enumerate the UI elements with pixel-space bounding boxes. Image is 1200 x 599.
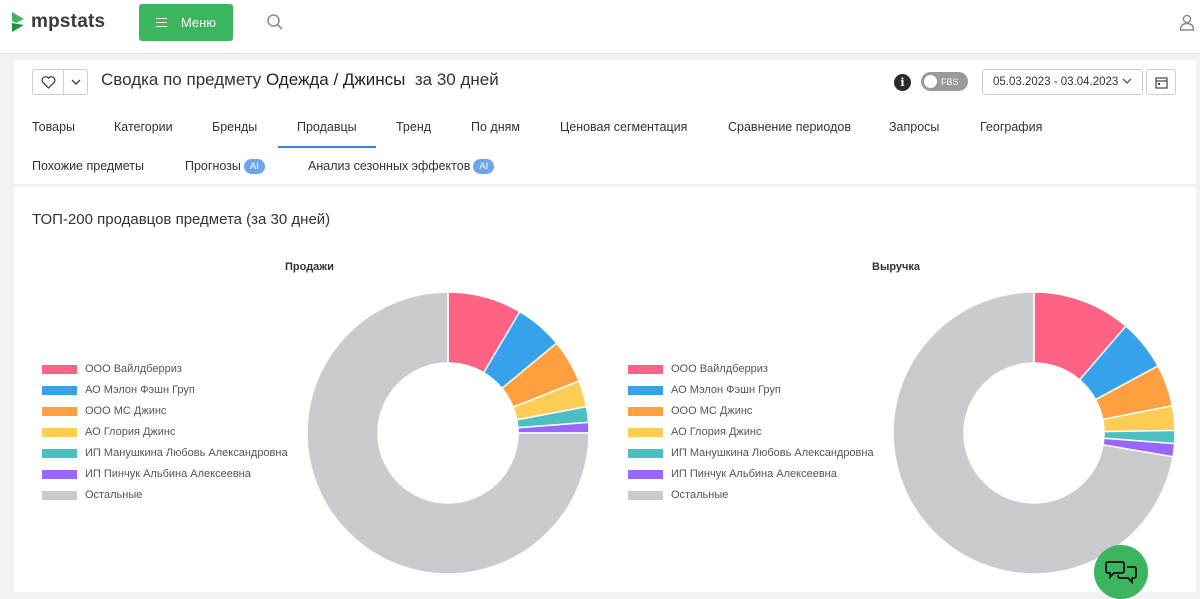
legend-item[interactable]: Остальные [628, 488, 728, 502]
legend-label: ИП Пинчук Альбина Алексеевна [671, 468, 837, 480]
donut-chart-revenue [892, 291, 1176, 575]
tab-seasonal-analysis-label: Анализ сезонных эффектов [308, 159, 471, 173]
subject-header-panel: Сводка по предмету Одежда / Джинсы за 30… [14, 60, 1196, 184]
favorite-button[interactable] [33, 70, 64, 94]
favorite-control [32, 69, 88, 95]
logo-text: mpstats [31, 11, 106, 32]
legend-label: ИП Манушкина Любовь Александровна [671, 447, 874, 459]
legend-item[interactable]: АО Глория Джинс [42, 425, 176, 439]
legend-swatch [628, 427, 663, 437]
toggle-knob [924, 75, 937, 88]
legend-label: АО Глория Джинс [671, 426, 762, 438]
legend-swatch [42, 406, 77, 416]
legend-label: ООО МС Джинс [85, 405, 167, 417]
chat-icon [1105, 561, 1137, 585]
legend-item[interactable]: АО Мэлон Фэшн Груп [42, 383, 195, 397]
legend-swatch [628, 490, 663, 500]
legend-item[interactable]: АО Мэлон Фэшн Груп [628, 383, 781, 397]
legend-label: ИП Манушкина Любовь Александровна [85, 447, 288, 459]
legend-label: ООО Вайлдберриз [85, 363, 182, 375]
tab-by-days[interactable]: По дням [471, 120, 520, 134]
pie-slice[interactable] [306, 291, 590, 575]
page-title: Сводка по предмету Одежда / Джинсы за 30… [101, 70, 499, 90]
legend-item[interactable]: АО Глория Джинс [628, 425, 762, 439]
tab-sellers[interactable]: Продавцы [297, 120, 357, 134]
legend-label: ООО МС Джинс [671, 405, 753, 417]
tab-brands[interactable]: Бренды [212, 120, 258, 134]
legend-item[interactable]: ИП Манушкина Любовь Александровна [42, 446, 288, 460]
logo[interactable]: mpstats [12, 11, 105, 33]
title-prefix: Сводка по предмету [101, 70, 262, 89]
sellers-content: ТОП-200 продавцов предмета (за 30 дней) … [14, 187, 1196, 592]
title-period: за 30 дней [414, 70, 499, 89]
tab-seasonal-analysis[interactable]: Анализ сезонных эффектов AI [308, 159, 495, 174]
heart-icon [41, 75, 55, 89]
legend-label: Остальные [671, 489, 729, 501]
tab-geography[interactable]: География [980, 120, 1043, 134]
ai-badge: AI [473, 159, 495, 174]
chart-title-sales: Продажи [285, 261, 334, 273]
tab-categories[interactable]: Категории [114, 120, 173, 134]
legend-swatch [42, 427, 77, 437]
menu-button[interactable]: Меню [139, 4, 233, 41]
calendar-button[interactable] [1146, 69, 1176, 95]
menu-label: Меню [180, 15, 217, 30]
chevron-down-icon [71, 79, 80, 85]
chart-title-revenue: Выручка [872, 261, 921, 273]
logo-icon [12, 12, 24, 32]
chat-button[interactable] [1094, 545, 1148, 599]
legend-swatch [628, 469, 663, 479]
legend-label: АО Мэлон Фэшн Груп [671, 384, 781, 396]
legend-item[interactable]: ООО Вайлдберриз [42, 362, 182, 376]
tab-price-segmentation[interactable]: Ценовая сегментация [560, 120, 688, 134]
info-icon[interactable]: i [894, 74, 911, 91]
pie-slice[interactable] [892, 291, 1174, 575]
legend-item[interactable]: ООО Вайлдберриз [628, 362, 768, 376]
legend-swatch [628, 406, 663, 416]
date-range-select[interactable]: 05.03.2023 - 03.04.2023 [982, 69, 1143, 95]
tab-products[interactable]: Товары [32, 120, 75, 134]
user-icon[interactable] [1178, 13, 1196, 31]
legend-label: Остальные [85, 489, 143, 501]
tab-forecasts[interactable]: Прогнозы AI [185, 159, 265, 174]
legend-swatch [628, 364, 663, 374]
legend-swatch [628, 448, 663, 458]
tab-forecasts-label: Прогнозы [185, 159, 241, 173]
chevron-down-icon [1122, 78, 1132, 84]
ai-badge: AI [243, 159, 265, 174]
legend-item[interactable]: ООО МС Джинс [42, 404, 166, 418]
legend-swatch [42, 448, 77, 458]
tab-period-comparison[interactable]: Сравнение периодов [728, 120, 851, 134]
legend-swatch [42, 364, 77, 374]
legend-label: ИП Пинчук Альбина Алексеевна [85, 468, 251, 480]
date-range-value: 05.03.2023 - 03.04.2023 [993, 76, 1119, 88]
donut-chart-sales [306, 291, 590, 575]
legend-swatch [42, 490, 77, 500]
active-tab-indicator [278, 146, 376, 148]
fbs-toggle[interactable]: FBS [921, 72, 968, 91]
fbs-label: FBS [941, 76, 959, 87]
legend-item[interactable]: Остальные [42, 488, 142, 502]
menu-icon [155, 15, 167, 30]
favorite-dropdown-button[interactable] [64, 70, 87, 94]
legend-label: АО Мэлон Фэшн Груп [85, 384, 195, 396]
tab-trend[interactable]: Тренд [396, 120, 432, 134]
legend-swatch [628, 385, 663, 395]
legend-label: ООО Вайлдберриз [671, 363, 768, 375]
legend-label: АО Глория Джинс [85, 426, 176, 438]
legend-swatch [42, 385, 77, 395]
legend-item[interactable]: ООО МС Джинс [628, 404, 752, 418]
tab-queries[interactable]: Запросы [889, 120, 940, 134]
legend-item[interactable]: ИП Пинчук Альбина Алексеевна [42, 467, 251, 481]
tab-similar-subjects[interactable]: Похожие предметы [32, 159, 145, 173]
calendar-icon [1154, 76, 1168, 89]
title-subject: Одежда / Джинсы [265, 70, 406, 89]
search-icon[interactable] [266, 13, 284, 31]
legend-swatch [42, 469, 77, 479]
legend-item[interactable]: ИП Пинчук Альбина Алексеевна [628, 467, 837, 481]
legend-item[interactable]: ИП Манушкина Любовь Александровна [628, 446, 874, 460]
top-bar: mpstats Меню [0, 0, 1200, 54]
section-title: ТОП-200 продавцов предмета (за 30 дней) [32, 211, 331, 228]
